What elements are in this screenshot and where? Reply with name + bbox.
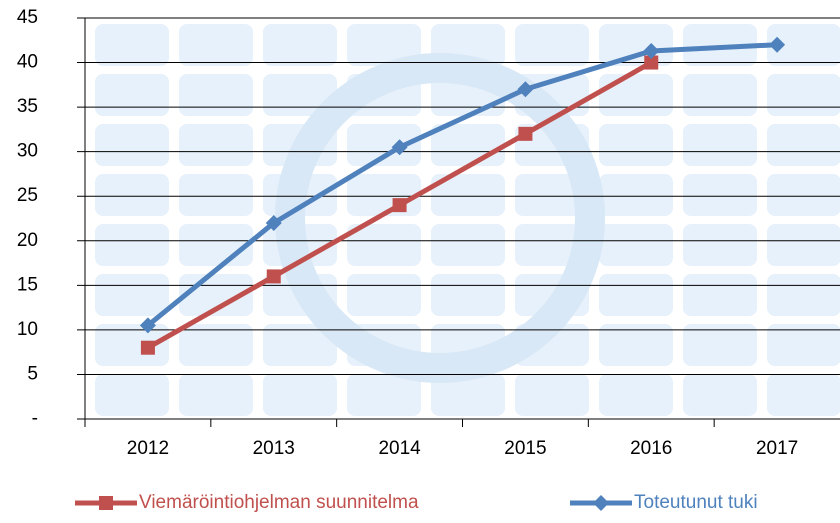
bg-tile bbox=[347, 24, 421, 66]
marker bbox=[643, 42, 660, 59]
marker bbox=[140, 340, 155, 355]
x-tick-label: 2014 bbox=[378, 438, 421, 459]
y-tick-label: 10 bbox=[17, 319, 38, 340]
bg-tile bbox=[767, 74, 840, 116]
bg-tile bbox=[599, 174, 673, 216]
bg-tile bbox=[683, 224, 757, 266]
bg-tile bbox=[599, 124, 673, 166]
bg-tile bbox=[683, 374, 757, 416]
marker bbox=[266, 269, 281, 284]
marker bbox=[392, 198, 407, 213]
bg-tile bbox=[431, 224, 505, 266]
bg-tile bbox=[263, 24, 337, 66]
bg-tile bbox=[95, 24, 169, 66]
y-tick-label: 5 bbox=[27, 363, 38, 384]
marker bbox=[391, 139, 408, 156]
bg-tile bbox=[683, 274, 757, 316]
bg-tile bbox=[179, 224, 253, 266]
bg-tile bbox=[179, 174, 253, 216]
bg-tile bbox=[515, 174, 589, 216]
marker bbox=[518, 126, 533, 141]
bg-tile bbox=[599, 374, 673, 416]
bg-tile bbox=[683, 24, 757, 66]
y-tick-label: 35 bbox=[17, 96, 38, 117]
bg-tile bbox=[599, 274, 673, 316]
legend-label: Toteutunut tuki bbox=[634, 492, 758, 513]
bg-tile bbox=[767, 324, 840, 366]
bg-emblem bbox=[275, 53, 605, 383]
bg-tile bbox=[95, 224, 169, 266]
bg-tile bbox=[347, 124, 421, 166]
bg-tile bbox=[599, 224, 673, 266]
marker bbox=[769, 36, 786, 53]
bg-tile bbox=[95, 74, 169, 116]
bg-tile bbox=[179, 374, 253, 416]
bg-tile bbox=[263, 74, 337, 116]
bg-tile bbox=[683, 74, 757, 116]
bg-tile bbox=[767, 224, 840, 266]
y-tick-label: 15 bbox=[17, 274, 38, 295]
bg-tile bbox=[95, 324, 169, 366]
bg-tile bbox=[95, 374, 169, 416]
y-tick-label: 30 bbox=[17, 141, 38, 162]
x-tick-label: 2013 bbox=[253, 438, 295, 459]
bg-tile bbox=[95, 174, 169, 216]
bg-tile bbox=[179, 24, 253, 66]
marker bbox=[644, 55, 659, 70]
bg-tile bbox=[347, 274, 421, 316]
bg-tile bbox=[515, 374, 589, 416]
bg-tile bbox=[767, 24, 840, 66]
x-tick-label: 2015 bbox=[504, 438, 546, 459]
y-tick-label: - bbox=[32, 408, 38, 429]
y-tick-label: 25 bbox=[17, 185, 38, 206]
bg-tile bbox=[599, 74, 673, 116]
bg-tile bbox=[431, 174, 505, 216]
bg-tile bbox=[179, 74, 253, 116]
bg-tile bbox=[263, 374, 337, 416]
series-line bbox=[146, 42, 778, 328]
bg-tile bbox=[431, 374, 505, 416]
bg-tile bbox=[347, 224, 421, 266]
bg-tile bbox=[179, 124, 253, 166]
marker bbox=[593, 495, 609, 511]
bg-tile bbox=[683, 174, 757, 216]
bg-tile bbox=[767, 174, 840, 216]
marker bbox=[517, 81, 534, 98]
x-tick-label: 2017 bbox=[756, 438, 798, 459]
bg-tile bbox=[515, 24, 589, 66]
marker bbox=[265, 214, 282, 231]
x-tick-label: 2016 bbox=[630, 438, 672, 459]
bg-tile bbox=[767, 374, 840, 416]
bg-tile bbox=[683, 124, 757, 166]
bg-tile bbox=[347, 174, 421, 216]
bg-tile bbox=[179, 324, 253, 366]
bg-tile bbox=[683, 324, 757, 366]
background-pattern bbox=[95, 24, 840, 416]
y-tick-label: 40 bbox=[17, 52, 38, 73]
bg-tile bbox=[599, 24, 673, 66]
bg-tile bbox=[767, 124, 840, 166]
legend-label: Viemäröintiohjelman suunnitelma bbox=[139, 492, 419, 513]
bg-tile bbox=[599, 324, 673, 366]
y-tick-label: 45 bbox=[17, 7, 38, 28]
bg-tile bbox=[431, 274, 505, 316]
bg-tile bbox=[95, 124, 169, 166]
bg-tile bbox=[767, 274, 840, 316]
x-tick-label: 2012 bbox=[127, 438, 169, 459]
bg-tile bbox=[263, 324, 337, 366]
marker bbox=[139, 317, 156, 334]
y-tick-label: 20 bbox=[17, 230, 38, 251]
bg-tile bbox=[347, 374, 421, 416]
marker bbox=[99, 496, 113, 510]
bg-tile bbox=[95, 274, 169, 316]
